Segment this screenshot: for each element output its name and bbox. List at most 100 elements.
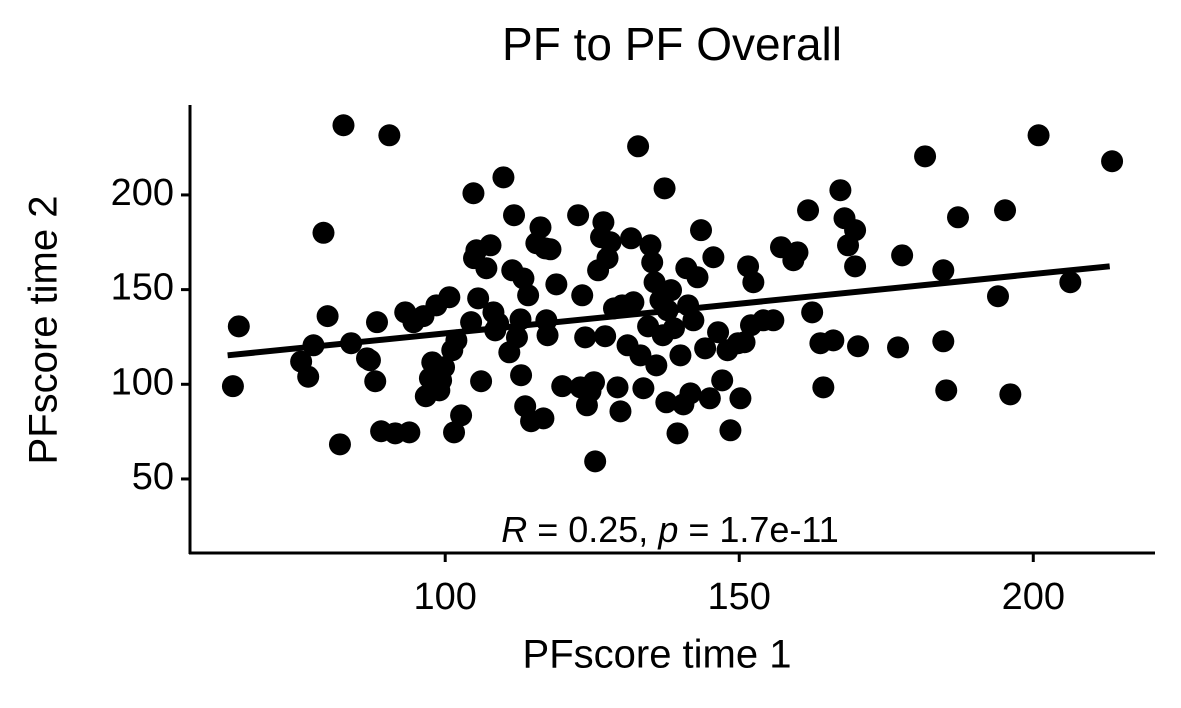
point bbox=[914, 145, 937, 168]
point bbox=[328, 433, 351, 456]
point bbox=[1101, 150, 1124, 173]
y-axis-title: PFscore time 2 bbox=[22, 196, 66, 465]
point bbox=[297, 365, 320, 388]
point bbox=[574, 326, 597, 349]
point bbox=[662, 317, 685, 340]
point bbox=[539, 238, 562, 261]
point bbox=[545, 273, 568, 296]
x-tick-label: 200 bbox=[1002, 576, 1065, 618]
point bbox=[606, 376, 629, 399]
chart-title: PF to PF Overall bbox=[502, 18, 842, 70]
point bbox=[844, 255, 867, 278]
point bbox=[682, 309, 705, 332]
point bbox=[698, 387, 721, 410]
point bbox=[358, 349, 381, 372]
point bbox=[847, 335, 870, 358]
point bbox=[492, 166, 515, 189]
point bbox=[822, 329, 845, 352]
point bbox=[679, 382, 702, 405]
point bbox=[582, 371, 605, 394]
point bbox=[433, 356, 456, 379]
point bbox=[641, 251, 664, 274]
y-tick-label: 100 bbox=[111, 361, 174, 403]
point bbox=[686, 266, 709, 289]
point bbox=[639, 234, 662, 257]
x-tick-label: 100 bbox=[414, 576, 477, 618]
point bbox=[532, 407, 555, 430]
point bbox=[887, 336, 910, 359]
point bbox=[620, 227, 643, 250]
y-tick-label: 200 bbox=[111, 172, 174, 214]
point bbox=[517, 284, 540, 307]
point bbox=[786, 241, 809, 264]
point bbox=[627, 135, 650, 158]
point bbox=[221, 375, 244, 398]
point bbox=[629, 344, 652, 367]
x-axis-title: PFscore time 1 bbox=[523, 633, 792, 677]
point bbox=[812, 376, 835, 399]
point bbox=[801, 301, 824, 324]
point bbox=[366, 311, 389, 334]
point bbox=[733, 331, 756, 354]
point bbox=[653, 177, 676, 200]
point bbox=[707, 321, 730, 344]
point bbox=[594, 325, 617, 348]
point bbox=[378, 124, 401, 147]
point bbox=[536, 324, 559, 347]
point bbox=[312, 221, 335, 244]
point bbox=[609, 400, 632, 423]
point bbox=[666, 422, 689, 445]
point bbox=[742, 271, 765, 294]
regression-line bbox=[227, 263, 1111, 359]
point bbox=[450, 404, 473, 427]
point bbox=[797, 199, 820, 222]
point bbox=[443, 421, 466, 444]
point bbox=[571, 284, 594, 307]
point bbox=[655, 391, 678, 414]
point bbox=[512, 267, 535, 290]
point bbox=[932, 330, 955, 353]
point bbox=[762, 309, 785, 332]
point bbox=[1027, 124, 1050, 147]
point bbox=[398, 421, 421, 444]
point bbox=[529, 216, 552, 239]
point bbox=[332, 114, 355, 137]
point bbox=[567, 204, 590, 227]
point bbox=[479, 234, 502, 257]
point bbox=[694, 337, 717, 360]
point bbox=[669, 344, 692, 367]
point bbox=[947, 206, 970, 229]
point bbox=[932, 259, 955, 282]
point bbox=[584, 450, 607, 473]
point bbox=[227, 315, 250, 338]
annotation-part: R bbox=[501, 509, 527, 550]
point bbox=[702, 246, 725, 269]
point bbox=[622, 291, 645, 314]
point bbox=[999, 383, 1022, 406]
point bbox=[643, 271, 666, 294]
point bbox=[986, 285, 1009, 308]
point bbox=[935, 379, 958, 402]
point bbox=[364, 370, 387, 393]
x-tick-label: 150 bbox=[708, 576, 771, 618]
point bbox=[844, 219, 867, 242]
point bbox=[475, 257, 498, 280]
point bbox=[829, 179, 852, 202]
annotation: R = 0.25, p = 1.7e-11 bbox=[451, 509, 869, 550]
point bbox=[462, 182, 485, 205]
point bbox=[1059, 271, 1082, 294]
point bbox=[316, 305, 339, 328]
point bbox=[632, 377, 655, 400]
point bbox=[711, 369, 734, 392]
annotation-part: = 0.25, bbox=[527, 509, 658, 550]
y-tick-label: 50 bbox=[132, 456, 174, 498]
point bbox=[719, 419, 742, 442]
point bbox=[729, 387, 752, 410]
point bbox=[551, 375, 574, 398]
point bbox=[592, 211, 615, 234]
point bbox=[467, 287, 490, 310]
point bbox=[599, 231, 622, 254]
point bbox=[438, 286, 461, 309]
